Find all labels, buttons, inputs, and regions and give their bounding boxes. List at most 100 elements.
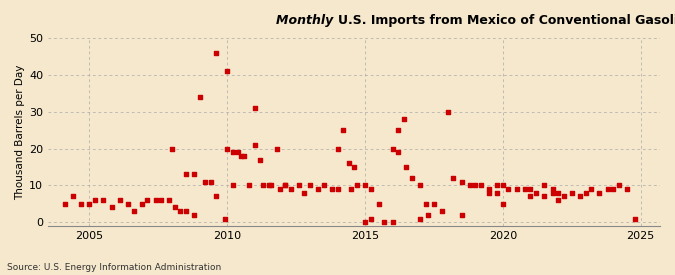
Point (84, 202, 95, 206)
Point (313, 187, 323, 191)
Point (352, 183, 362, 188)
Point (222, 146, 233, 151)
Point (415, 216, 426, 221)
Point (580, 191, 591, 195)
Point (271, 146, 282, 151)
Text: Source: U.S. Energy Information Administration: Source: U.S. Energy Information Administ… (7, 263, 221, 272)
Point (189, 172, 200, 177)
Text: Monthly: Monthly (276, 14, 338, 27)
Point (319, 183, 329, 188)
Point (622, 187, 632, 191)
Point (304, 183, 315, 188)
Point (205, 180, 216, 184)
Point (128, 209, 139, 213)
Point (211, 194, 221, 199)
Point (169, 205, 180, 210)
Point (539, 183, 549, 188)
Point (406, 176, 417, 180)
Point (630, 216, 641, 221)
Point (547, 187, 558, 191)
Point (136, 202, 147, 206)
Point (492, 191, 503, 195)
Point (299, 191, 310, 195)
Point (238, 154, 249, 158)
Point (531, 191, 541, 195)
Point (475, 183, 486, 188)
Point (279, 183, 290, 188)
Point (387, 146, 398, 151)
Point (142, 198, 153, 202)
Point (227, 183, 238, 188)
Point (511, 187, 522, 191)
Point (250, 106, 261, 110)
Point (106, 205, 117, 210)
Point (189, 213, 200, 217)
Point (343, 161, 354, 166)
Point (279, 183, 290, 188)
Point (258, 183, 269, 188)
Point (233, 150, 244, 155)
Point (263, 183, 274, 188)
Point (614, 183, 624, 188)
Point (401, 165, 412, 169)
Point (332, 187, 343, 191)
Point (553, 191, 564, 195)
Point (200, 180, 211, 184)
Point (393, 128, 404, 133)
Point (553, 198, 564, 202)
Point (525, 194, 536, 199)
Point (151, 198, 161, 202)
Point (421, 202, 431, 206)
Point (497, 202, 508, 206)
Text: U.S. Imports from Mexico of Conventional Gasoline Blending Components: U.S. Imports from Mexico of Conventional… (338, 14, 675, 27)
Point (360, 183, 371, 188)
Point (365, 216, 376, 221)
Point (497, 183, 508, 188)
Point (574, 194, 585, 199)
Point (379, 220, 389, 224)
Point (492, 183, 503, 188)
Point (429, 202, 439, 206)
Point (586, 187, 597, 191)
Point (98, 198, 109, 202)
Point (393, 150, 404, 155)
Point (566, 191, 577, 195)
Point (525, 187, 536, 191)
Point (219, 216, 230, 221)
Point (222, 69, 233, 74)
Point (360, 220, 371, 224)
Point (398, 117, 409, 121)
Point (175, 209, 186, 213)
Point (520, 187, 531, 191)
Point (227, 150, 238, 155)
Point (608, 187, 618, 191)
Point (464, 183, 475, 188)
Point (266, 183, 277, 188)
Point (470, 183, 481, 188)
Point (244, 183, 254, 188)
Point (274, 187, 285, 191)
Point (456, 213, 467, 217)
Point (503, 187, 514, 191)
Point (332, 146, 343, 151)
Point (114, 198, 125, 202)
Point (594, 191, 605, 195)
Point (484, 187, 495, 191)
Point (286, 187, 296, 191)
Point (167, 146, 178, 151)
Point (250, 143, 261, 147)
Point (484, 191, 495, 195)
Point (448, 176, 459, 180)
Point (156, 198, 167, 202)
Point (349, 165, 360, 169)
Point (59, 202, 70, 206)
Point (180, 172, 191, 177)
Point (602, 187, 613, 191)
Point (211, 51, 221, 55)
Point (327, 187, 338, 191)
Point (373, 202, 384, 206)
Point (442, 110, 453, 114)
Point (76, 202, 86, 206)
Point (255, 158, 266, 162)
Point (194, 95, 205, 99)
